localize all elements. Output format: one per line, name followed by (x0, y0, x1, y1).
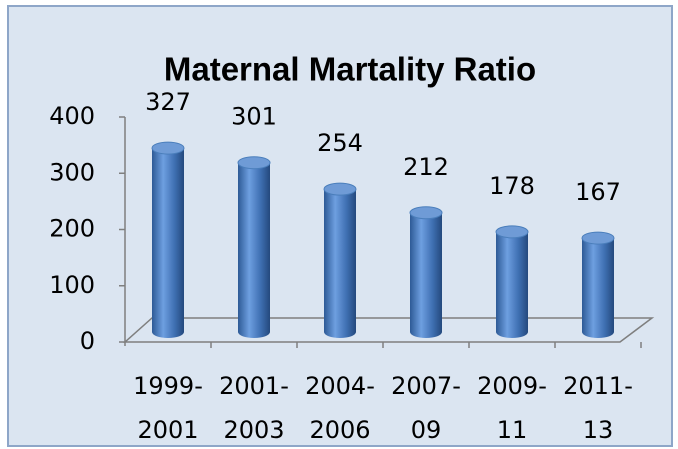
x-tick-label: 2001-2003 (219, 372, 289, 444)
bar (152, 148, 184, 338)
x-tick-label: 1999-2001 (133, 372, 203, 444)
x-tick-label: 2011-13 (563, 372, 633, 444)
y-tick-label: 100 (49, 271, 95, 299)
bar-top (323, 182, 357, 196)
bar-top (151, 141, 185, 155)
value-label: 327 (145, 88, 191, 116)
value-label: 254 (317, 129, 363, 157)
x-tick-label: 2007-09 (391, 372, 461, 444)
y-tick-label: 400 (49, 102, 95, 130)
bar (324, 189, 356, 338)
bar-top (495, 225, 529, 239)
value-label: 167 (575, 178, 621, 206)
value-label: 212 (403, 153, 449, 181)
bar-top (237, 156, 271, 170)
bar (582, 238, 614, 338)
bar-top (581, 231, 615, 245)
bar (496, 231, 528, 338)
bar-top (409, 206, 443, 220)
floor (123, 317, 655, 343)
bar (238, 162, 270, 338)
value-label: 301 (231, 103, 277, 131)
bar (410, 212, 442, 338)
x-tick-label: 2009-11 (477, 372, 547, 444)
y-tick-label: 200 (49, 215, 95, 243)
y-tick-label: 0 (80, 327, 95, 355)
x-tick-label: 2004-2006 (305, 372, 375, 444)
chart-title: Maternal Martality Ratio (164, 51, 536, 88)
y-tick-label: 300 (49, 158, 95, 186)
value-label: 178 (489, 172, 535, 200)
